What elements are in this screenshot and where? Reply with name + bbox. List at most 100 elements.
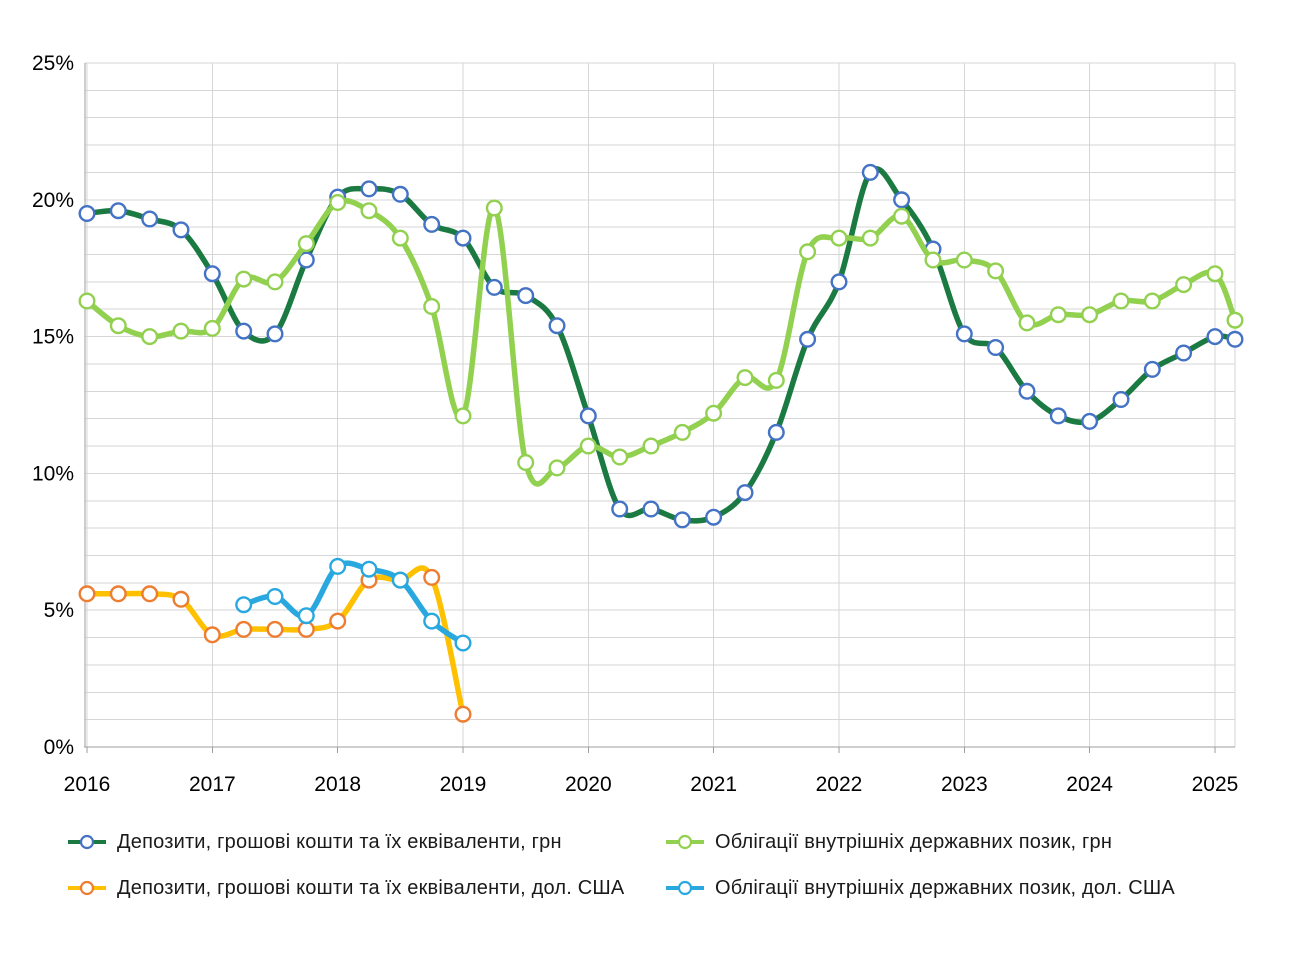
- series-bonds-uah-marker: [141, 328, 159, 346]
- series-deposits-uah-marker: [830, 273, 848, 291]
- series-deposits-uah-marker: [548, 317, 566, 335]
- series-bonds-uah-marker: [423, 298, 441, 316]
- x-tick-label: 2019: [440, 773, 487, 796]
- series-bonds-uah-marker: [78, 292, 96, 310]
- series-deposits-uah-marker: [141, 210, 159, 228]
- series-deposits-uah-marker: [642, 500, 660, 518]
- series-bonds-usd: [235, 557, 472, 652]
- series-deposits-usd-marker: [109, 585, 127, 603]
- series-bonds-uah: [78, 193, 1244, 487]
- series-bonds-uah-marker: [1206, 265, 1224, 283]
- series-deposits-uah-marker: [1081, 412, 1099, 430]
- series-deposits-uah-marker: [767, 423, 785, 441]
- series-bonds-uah-marker: [266, 273, 284, 291]
- series-deposits-uah-marker: [423, 215, 441, 233]
- series-bonds-uah-marker: [172, 322, 190, 340]
- series-deposits-uah: [78, 163, 1244, 529]
- y-tick-label: 10%: [32, 462, 74, 485]
- y-tick-label: 15%: [32, 326, 74, 349]
- series-deposits-usd-marker: [266, 620, 284, 638]
- y-tick-label: 5%: [44, 599, 74, 622]
- series-deposits-uah-marker: [1206, 328, 1224, 346]
- series-deposits-uah-marker: [1112, 391, 1130, 409]
- series-deposits-usd-marker: [297, 620, 315, 638]
- series-deposits-uah-marker: [517, 287, 535, 305]
- x-tick-label: 2021: [690, 773, 737, 796]
- series-bonds-uah-marker: [893, 207, 911, 225]
- series-bonds-usd-marker: [454, 634, 472, 652]
- legend-label-bonds-usd: Облігації внутрішніх державних позик, до…: [715, 876, 1175, 899]
- legend-label-deposits-usd: Депозити, грошові кошти та їх еквівалент…: [117, 876, 625, 899]
- legend-label-bonds-uah: Облігації внутрішніх державних позик, гр…: [715, 830, 1113, 853]
- legend-swatch-deposits-usd-icon: [68, 880, 106, 896]
- series-deposits-usd-marker: [78, 585, 96, 603]
- series-deposits-uah-marker: [861, 163, 879, 181]
- y-tick-label: 20%: [32, 189, 74, 212]
- series-deposits-uah-marker: [1143, 360, 1161, 378]
- series-bonds-uah-marker: [736, 369, 754, 387]
- series-bonds-uah-marker: [924, 251, 942, 269]
- series-deposits-usd-marker: [172, 590, 190, 608]
- series-bonds-usd-marker: [360, 560, 378, 578]
- series-bonds-usd-marker: [423, 612, 441, 630]
- x-axis-labels: 2016 2017 2018 2019 2020 2021 2022 2023 2024 2025: [64, 773, 1239, 796]
- series-bonds-usd-marker: [329, 557, 347, 575]
- series-bonds-uah-marker: [454, 407, 472, 425]
- series-bonds-uah-marker: [830, 229, 848, 247]
- series-bonds-uah-marker: [548, 459, 566, 477]
- series-deposits-uah-marker: [611, 500, 629, 518]
- series-bonds-usd-marker: [391, 571, 409, 589]
- series-bonds-uah-marker: [329, 193, 347, 211]
- series-bonds-uah-marker: [1018, 314, 1036, 332]
- legend-swatch-deposits-uah-icon: [68, 834, 106, 850]
- gridlines: [85, 62, 1236, 747]
- series-deposits-uah-marker: [391, 185, 409, 203]
- legend-item-deposits-usd: Депозити, грошові кошти та їх еквівалент…: [66, 873, 664, 903]
- series-deposits-uah-marker: [109, 202, 127, 220]
- x-tick-label: 2017: [189, 773, 236, 796]
- series-bonds-uah-marker: [705, 404, 723, 422]
- series-deposits-uah-marker: [78, 204, 96, 222]
- chart-legend: Депозити, грошові кошти та їх еквівалент…: [66, 827, 1246, 903]
- series-deposits-uah-marker: [454, 229, 472, 247]
- line-chart-canvas: 0% 5% 10% 15% 20% 25% 2016 2017 2018 2019 2020 2021…: [32, 52, 1244, 796]
- series-deposits-uah-marker: [360, 180, 378, 198]
- series-deposits-uah-marker: [1018, 382, 1036, 400]
- x-tick-label: 2016: [64, 773, 111, 796]
- series-deposits-usd-marker: [454, 705, 472, 723]
- series-bonds-uah-marker: [955, 251, 973, 269]
- series-bonds-uah-marker: [611, 448, 629, 466]
- series-deposits-uah-marker: [1226, 330, 1244, 348]
- x-tick-label: 2025: [1192, 773, 1239, 796]
- series-deposits-uah-marker: [203, 265, 221, 283]
- series-deposits-uah-marker: [1175, 344, 1193, 362]
- legend-swatch-bonds-uah-icon: [666, 834, 704, 850]
- series-bonds-uah-marker: [579, 437, 597, 455]
- y-axis-labels: 0% 5% 10% 15% 20% 25%: [32, 52, 74, 759]
- series-deposits-usd-marker: [329, 612, 347, 630]
- series-deposits-uah-marker: [235, 322, 253, 340]
- series-deposits-uah-marker: [987, 339, 1005, 357]
- series-bonds-uah-marker: [517, 454, 535, 472]
- series-bonds-usd-marker: [297, 607, 315, 625]
- series-deposits-uah-marker: [1049, 407, 1067, 425]
- series-bonds-uah-marker: [642, 437, 660, 455]
- x-tick-label: 2018: [314, 773, 361, 796]
- legend-item-deposits-uah: Депозити, грошові кошти та їх еквівалент…: [66, 827, 664, 857]
- series-bonds-uah-marker: [987, 262, 1005, 280]
- x-tick-label: 2023: [941, 773, 988, 796]
- series-bonds-uah-marker: [1175, 276, 1193, 294]
- x-tick-label: 2022: [816, 773, 863, 796]
- series-deposits-uah-marker: [485, 278, 503, 296]
- legend-label-deposits-uah: Депозити, грошові кошти та їх еквівалент…: [117, 830, 562, 853]
- series-bonds-uah-marker: [1112, 292, 1130, 310]
- x-tick-label: 2024: [1066, 773, 1113, 796]
- series-bonds-uah-marker: [1081, 306, 1099, 324]
- series-deposits-uah-marker: [579, 407, 597, 425]
- x-tick-label: 2020: [565, 773, 612, 796]
- series-deposits-uah-marker: [705, 508, 723, 526]
- series-bonds-uah-marker: [767, 371, 785, 389]
- legend-swatch-bonds-usd-icon: [666, 880, 704, 896]
- legend-item-bonds-uah: Облігації внутрішніх державних позик, гр…: [664, 827, 1246, 857]
